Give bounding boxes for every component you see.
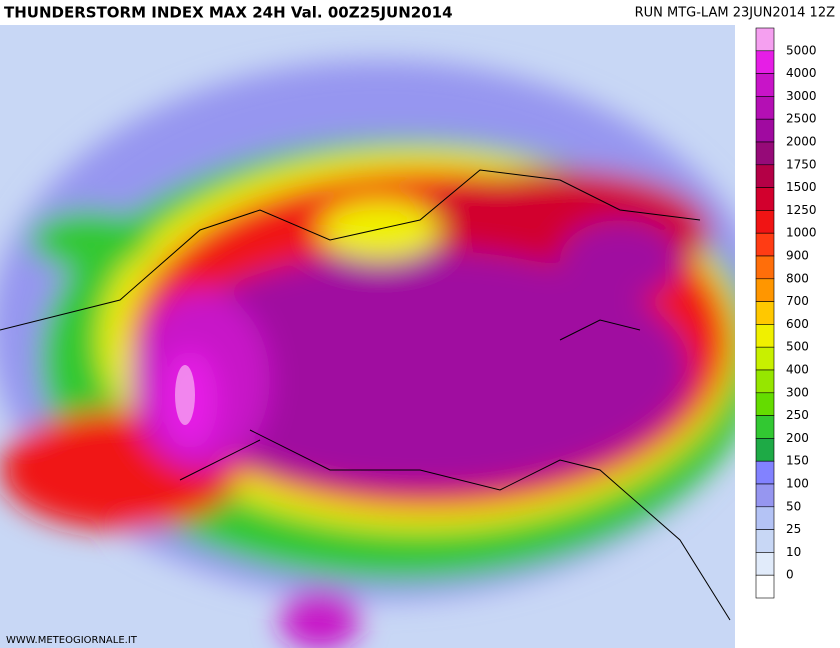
legend-label: 2000: [786, 135, 817, 149]
legend-label: 150: [786, 454, 809, 468]
legend-swatch: [755, 278, 775, 302]
legend-swatch: [755, 529, 775, 553]
legend-swatch: [755, 210, 775, 234]
legend-swatch: [755, 164, 775, 188]
legend-swatch: [755, 506, 775, 530]
legend-swatch: [755, 460, 775, 485]
legend-swatch: [755, 324, 775, 348]
borders: [0, 169, 731, 621]
legend-swatch: [755, 118, 775, 143]
watermark: WWW.METEOGIORNALE.IT: [6, 635, 138, 646]
legend-label: 2500: [786, 112, 817, 126]
legend-label: 25: [786, 522, 801, 536]
legend-swatch: [755, 392, 775, 416]
legend-label: 50: [786, 499, 801, 513]
legend: 5000400030002500200017501500125010009008…: [755, 27, 817, 599]
legend-label: 900: [786, 249, 809, 263]
legend-swatch: [755, 255, 775, 280]
legend-swatch: [755, 346, 775, 371]
run-label: RUN MTG-LAM 23JUN2014 12Z: [635, 6, 835, 21]
legend-label: 0: [786, 568, 794, 582]
legend-label: 500: [786, 340, 809, 354]
legend-label: 800: [786, 271, 809, 285]
legend-label: 1500: [786, 180, 817, 194]
legend-swatch: [755, 483, 775, 508]
title: THUNDERSTORM INDEX MAX 24H Val. 00Z25JUN…: [4, 4, 453, 22]
legend-swatch: [755, 96, 775, 120]
legend-swatch: [755, 415, 775, 439]
legend-label: 250: [786, 408, 809, 422]
legend-label: 5000: [786, 43, 817, 57]
legend-swatch: [755, 438, 775, 462]
legend-swatch: [755, 369, 775, 394]
legend-label: 10: [786, 545, 801, 559]
legend-label: 3000: [786, 89, 817, 103]
legend-swatch: [755, 552, 775, 576]
legend-swatch: [755, 27, 775, 52]
legend-label: 300: [786, 385, 809, 399]
map-field: [0, 25, 735, 648]
legend-swatch: [755, 232, 775, 257]
legend-label: 700: [786, 294, 809, 308]
legend-label: 200: [786, 431, 809, 445]
legend-label: 400: [786, 363, 809, 377]
legend-swatch: [755, 141, 775, 166]
legend-label: 600: [786, 317, 809, 331]
legend-label: 1250: [786, 203, 817, 217]
legend-swatch: [755, 574, 775, 599]
legend-label: 1000: [786, 226, 817, 240]
legend-swatch: [755, 187, 775, 211]
legend-label: 100: [786, 477, 809, 491]
legend-swatch: [755, 73, 775, 97]
legend-swatch: [755, 50, 775, 74]
legend-label: 4000: [786, 66, 817, 80]
legend-label: 1750: [786, 157, 817, 171]
legend-swatch: [755, 301, 775, 325]
